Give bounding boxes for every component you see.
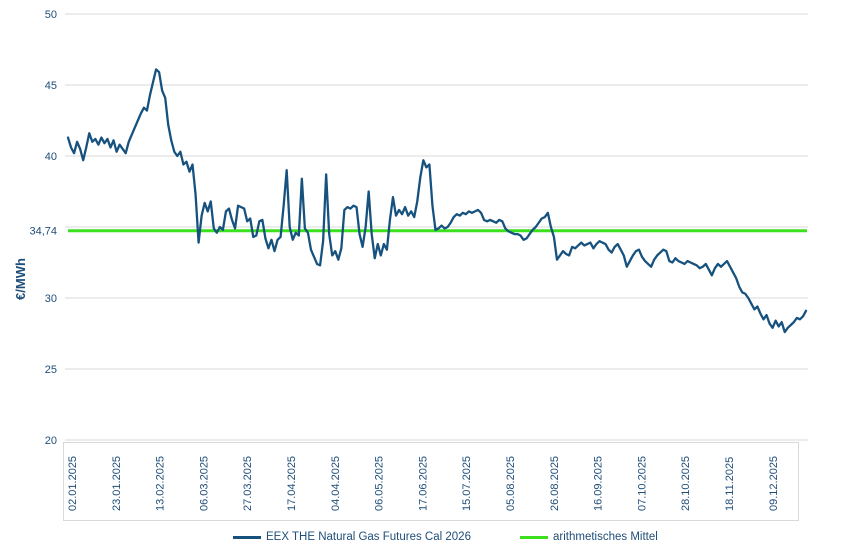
legend-label-mean: arithmetisches Mittel <box>553 531 658 543</box>
legend-label-series: EEX THE Natural Gas Futures Cal 2026 <box>266 531 471 543</box>
y-tick-label: 20 <box>45 435 57 447</box>
y-tick-label: 40 <box>45 151 57 163</box>
x-tick-label: 17.04.2025 <box>286 456 298 511</box>
x-tick-label: 04.04.2025 <box>330 456 342 511</box>
x-tick-label: 18.11.2025 <box>724 457 736 511</box>
y-tick-label: 45 <box>45 80 57 92</box>
x-tick-label: 09.12.2025 <box>768 456 780 511</box>
x-tick-label: 02.01.2025 <box>67 456 79 511</box>
y-axis-title: €/MWh <box>13 258 28 300</box>
x-tick-label: 06.03.2025 <box>198 456 210 511</box>
series-line-swatch <box>233 535 261 539</box>
x-tick-label: 17.06.2025 <box>417 456 429 511</box>
x-tick-label: 26.08.2025 <box>549 456 561 511</box>
x-tick-label: 28.10.2025 <box>680 456 692 511</box>
x-tick-label: 06.05.2025 <box>374 456 386 511</box>
x-tick-label: 16.09.2025 <box>593 456 605 511</box>
x-tick-label: 13.02.2025 <box>155 456 167 511</box>
legend-item-series: EEX THE Natural Gas Futures Cal 2026 <box>233 529 471 545</box>
x-tick-label: 15.07.2025 <box>461 456 473 511</box>
y-tick-label: 25 <box>45 364 57 376</box>
mean-value-label: 34,74 <box>29 226 57 238</box>
legend-item-mean: arithmetisches Mittel <box>520 529 658 545</box>
y-tick-label: 30 <box>45 293 57 305</box>
x-tick-label: 23.01.2025 <box>111 456 123 511</box>
x-tick-label: 07.10.2025 <box>636 456 648 511</box>
x-tick-label: 27.03.2025 <box>242 456 254 511</box>
x-tick-label: 05.08.2025 <box>505 456 517 511</box>
x-axis-label-box <box>63 442 799 521</box>
y-tick-label: 50 <box>45 9 57 21</box>
price-line <box>66 68 808 334</box>
legend: EEX THE Natural Gas Futures Cal 2026 ari… <box>0 527 843 547</box>
mean-line-swatch <box>520 535 548 539</box>
